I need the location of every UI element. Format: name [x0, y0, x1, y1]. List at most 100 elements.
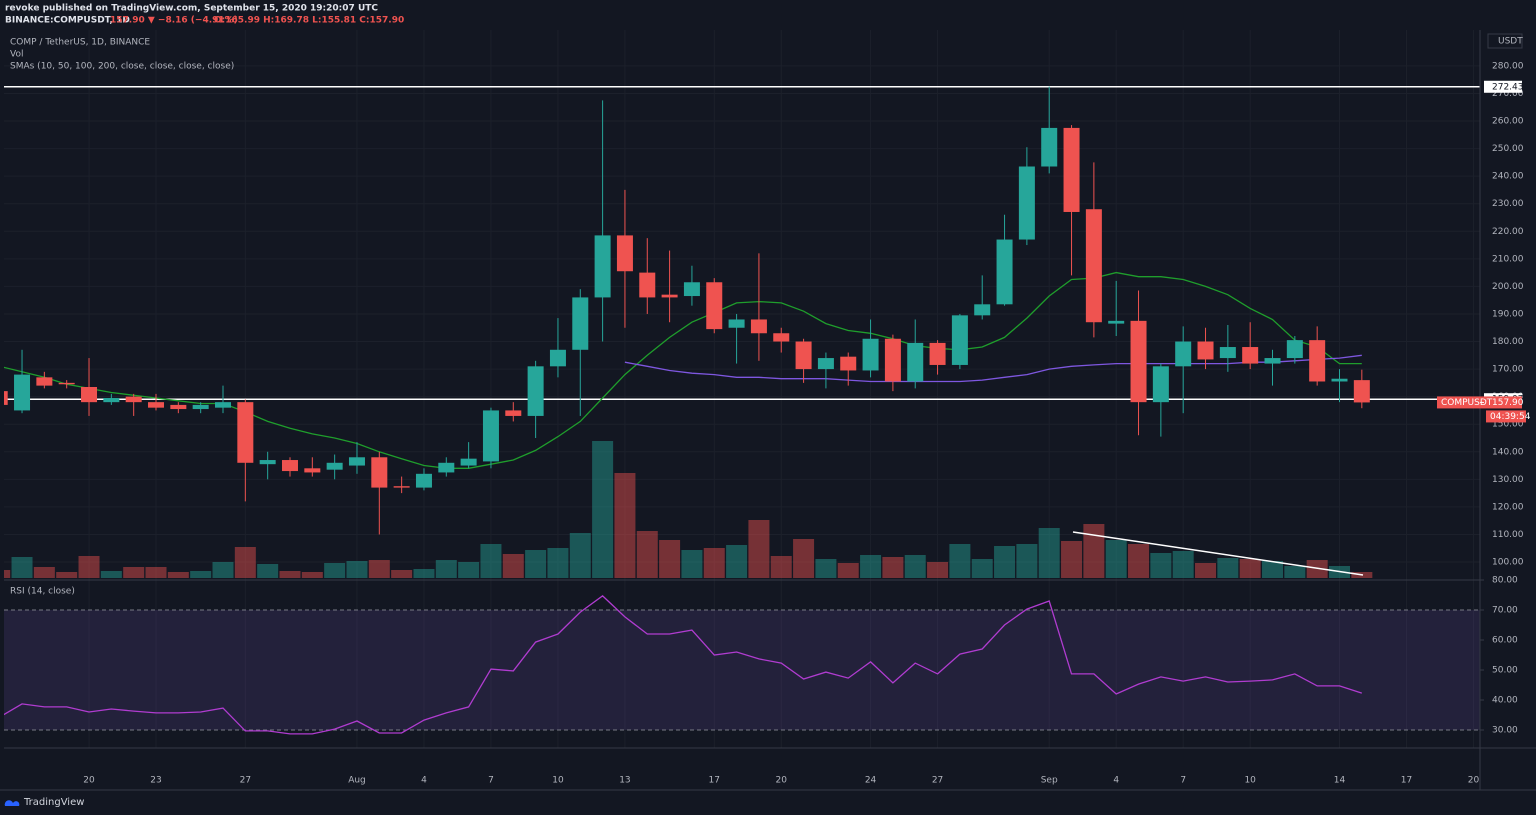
volume-bar: [927, 562, 949, 578]
volume-label: Vol: [10, 50, 23, 60]
rsi-tick-label: 70.00: [1492, 606, 1518, 616]
volume-bar: [703, 548, 725, 578]
candle-body: [929, 342, 946, 365]
candle-body: [103, 398, 120, 403]
candle-body: [1018, 166, 1035, 240]
x-tick-label: 10: [552, 776, 564, 786]
volume-bar: [257, 564, 279, 578]
candle-body: [348, 457, 365, 466]
candle-body: [1309, 340, 1326, 382]
volume-bar: [1172, 551, 1194, 578]
ohlc: O:165.99 H:169.78 L:155.81 C:157.90: [214, 16, 404, 26]
unit-label: USDT: [1498, 37, 1523, 47]
candle-body: [594, 235, 611, 298]
candle-body: [572, 297, 589, 350]
candle-body: [393, 486, 410, 488]
rsi-tick-label: 50.00: [1492, 666, 1518, 676]
volume-bar: [525, 550, 547, 578]
candle-body: [750, 319, 767, 334]
candle-body: [482, 410, 499, 462]
candle-body: [192, 404, 209, 410]
last-price-box: [1437, 396, 1522, 409]
last-price-symbol: COMPUSDT: [1441, 398, 1493, 408]
candle-body: [1242, 347, 1259, 364]
countdown-box: [1486, 410, 1526, 423]
volume-bar: [837, 563, 859, 578]
volume-bar: [547, 548, 569, 578]
candle-body: [1130, 320, 1147, 403]
candle-body: [1085, 209, 1102, 323]
unit-box: [1487, 33, 1523, 49]
volume-bar: [904, 555, 926, 578]
candle-body: [36, 377, 53, 386]
volume-bar: [324, 563, 346, 578]
plot-area: [4, 86, 1480, 735]
volume-bar: [1128, 544, 1150, 578]
candle-body: [1175, 341, 1192, 367]
volume-bar: [458, 562, 480, 578]
y-tick-label: 130.00: [1492, 475, 1524, 485]
y-tick-label: 270.00: [1492, 89, 1524, 99]
volume-bar: [413, 569, 435, 578]
brand-logo: [4, 800, 20, 806]
y-tick-label: 200.00: [1492, 282, 1524, 292]
x-tick-label: 20: [776, 776, 788, 786]
candle-body: [817, 358, 834, 370]
candle-body: [505, 410, 522, 416]
y-tick-label: 260.00: [1492, 117, 1524, 127]
candle-body: [661, 294, 678, 298]
volume-bar: [212, 562, 234, 578]
volume-bar: [1217, 558, 1239, 578]
published: revoke published on TradingView.com, Sep…: [5, 4, 378, 14]
volume-bar: [435, 560, 457, 578]
candle-body: [616, 235, 633, 272]
candle-body: [795, 341, 812, 370]
x-tick-label: 7: [1180, 776, 1186, 786]
candle-body: [549, 349, 566, 367]
volume-bar: [1061, 541, 1083, 578]
y-tick-label: 190.00: [1492, 309, 1524, 319]
x-tick-label: 23: [150, 776, 161, 786]
candle-body: [639, 272, 656, 298]
volume-bar: [167, 572, 189, 578]
rsi-title: RSI (14, close): [10, 587, 75, 597]
candle-body: [415, 473, 432, 488]
candle-body: [1286, 340, 1303, 359]
rsi-tick-label: 80.00: [1492, 576, 1518, 586]
volume-bar: [1083, 524, 1105, 578]
volume-bar: [569, 533, 591, 578]
volume-bar: [346, 561, 368, 578]
x-tick-label: 4: [421, 776, 427, 786]
y-tick-label: 230.00: [1492, 199, 1524, 209]
volume-bar: [234, 547, 256, 578]
candle-body: [1353, 380, 1370, 403]
x-tick-label: Aug: [348, 776, 366, 786]
candle-body: [974, 304, 991, 316]
level-label: 272.43: [1492, 82, 1524, 92]
grid: [4, 30, 1480, 748]
volume-bar: [279, 571, 301, 578]
volume-bar: [1284, 566, 1306, 578]
candle-body: [951, 315, 968, 365]
line: [624, 354, 1362, 383]
y-tick-label: 100.00: [1492, 558, 1524, 568]
volume-bar: [1239, 559, 1261, 578]
volume-bar: [11, 557, 33, 578]
y-tick-label: 240.00: [1492, 172, 1524, 182]
candle-body: [259, 460, 276, 465]
x-tick-label: 10: [1244, 776, 1256, 786]
candle-body: [683, 282, 700, 297]
volume-bar: [1038, 528, 1060, 578]
x-tick-label: 17: [1401, 776, 1412, 786]
volume-bar: [770, 556, 792, 578]
candle-body: [884, 338, 901, 382]
candle-body: [14, 374, 31, 411]
candle-body: [840, 356, 857, 371]
y-tick-label: 150.00: [1492, 420, 1524, 430]
sma-label: SMAs (10, 50, 100, 200, close, close, cl…: [10, 62, 234, 72]
candle-body: [773, 333, 790, 342]
y-tick-label: 170.00: [1492, 365, 1524, 375]
candle-body: [304, 468, 321, 473]
candle-body: [1264, 358, 1281, 364]
